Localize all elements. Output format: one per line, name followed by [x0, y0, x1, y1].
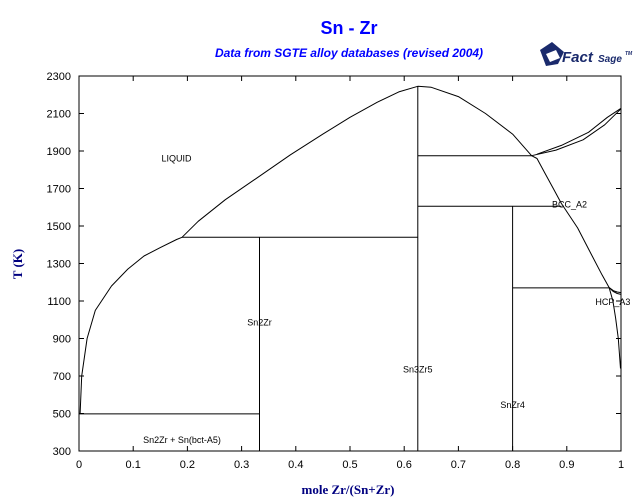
y-tick-label: 2100 [47, 109, 71, 121]
logo-emblem-icon [540, 42, 564, 66]
x-tick-label: 0.9 [559, 459, 574, 471]
region-label: BCC_A2 [552, 199, 587, 209]
y-tick-label: 900 [53, 334, 71, 346]
logo-text-sage: Sage [598, 54, 622, 65]
y-tick-label: 2300 [47, 71, 71, 83]
phase-boundary-line-3 [608, 287, 621, 369]
region-label: LIQUID [162, 154, 193, 164]
y-tick-label: 1100 [47, 296, 71, 308]
x-tick-label: 0.2 [180, 459, 195, 471]
x-axis-label: mole Zr/(Sn+Zr) [302, 482, 395, 497]
factsage-logo: Fact Sage TM [540, 42, 633, 66]
logo-text-tm: TM [625, 51, 633, 57]
x-axis-ticks: 0 0.1 0.2 0.3 0.4 0.5 0.6 0.7 0.8 0.9 1 [76, 76, 624, 471]
x-tick-label: 0.8 [505, 459, 520, 471]
phase-boundary-line-1 [531, 108, 622, 157]
x-tick-label: 0.3 [234, 459, 249, 471]
phase-boundaries [79, 85, 622, 451]
plot-frame [78, 75, 622, 452]
x-tick-label: 1 [618, 459, 624, 471]
chart-subtitle: Data from SGTE alloy databases (revised … [215, 46, 483, 60]
region-label: Sn3Zr5 [403, 364, 433, 374]
logo-text-fact: Fact [562, 49, 594, 66]
phase-boundary-line-0 [79, 85, 622, 414]
x-tick-label: 0.7 [451, 459, 466, 471]
region-label: SnZr4 [500, 400, 525, 410]
y-tick-label: 300 [53, 446, 71, 458]
y-tick-label: 700 [53, 371, 71, 383]
phase-boundary-line-4 [608, 287, 622, 295]
region-label: Sn2Zr [247, 318, 272, 328]
y-tick-label: 1500 [47, 221, 71, 233]
phase-boundary-line-2 [536, 107, 622, 155]
region-label: Sn2Zr + Sn(bct-A5) [143, 435, 221, 445]
x-tick-label: 0 [76, 459, 82, 471]
y-axis-ticks: 300 500 700 900 1100 1300 1500 1700 1900 2100 2300 [47, 71, 621, 458]
chart-title: Sn - Zr [321, 18, 378, 38]
region-label: HCP_A3 [595, 297, 630, 307]
y-axis-label: T (K) [10, 249, 25, 279]
x-tick-label: 0.4 [288, 459, 303, 471]
x-tick-label: 0.5 [342, 459, 357, 471]
x-tick-label: 0.1 [126, 459, 141, 471]
region-labels: LIQUID BCC_A2 HCP_A3 Sn2Zr Sn3Zr5 SnZr4 Sn2Zr … [143, 154, 630, 445]
y-tick-label: 1900 [47, 146, 71, 158]
x-tick-label: 0.6 [397, 459, 412, 471]
y-tick-label: 1300 [47, 259, 71, 271]
y-tick-label: 500 [53, 409, 71, 421]
y-tick-label: 1700 [47, 184, 71, 196]
